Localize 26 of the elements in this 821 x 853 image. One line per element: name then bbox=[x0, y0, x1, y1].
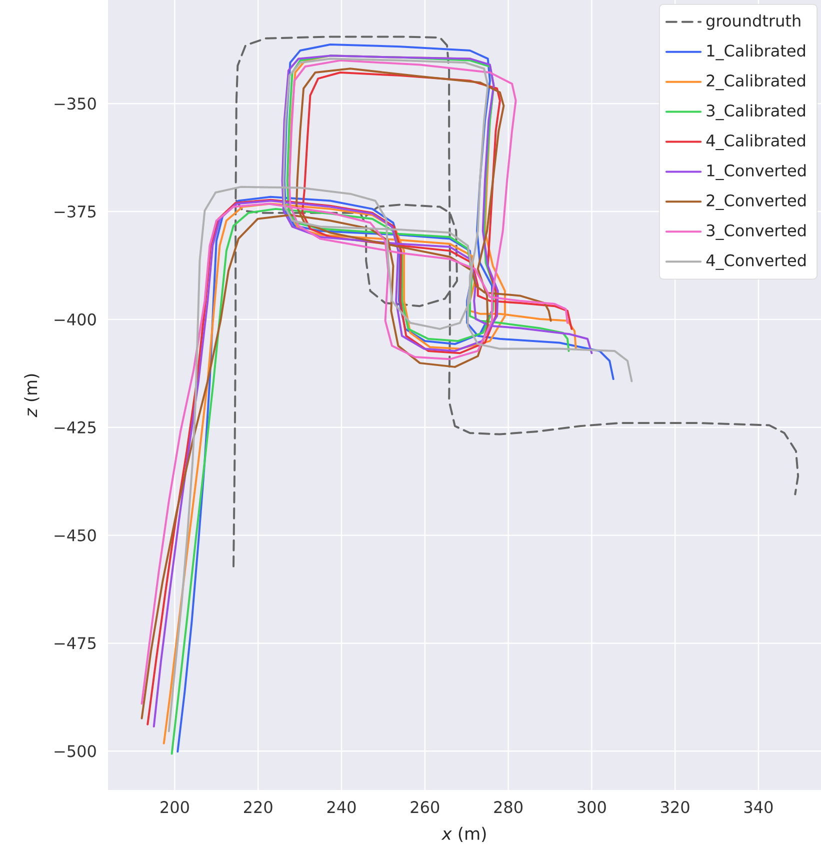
y-axis-title: z (m) bbox=[24, 374, 40, 418]
y-tick-label: −500 bbox=[54, 745, 96, 758]
legend-label: 3_Calibrated bbox=[706, 104, 805, 120]
x-tick-label: 200 bbox=[160, 801, 189, 814]
legend-label: 2_Calibrated bbox=[706, 74, 805, 90]
y-tick-label: −450 bbox=[54, 529, 96, 542]
x-axis-title: x (m) bbox=[441, 826, 486, 842]
y-tick-label: −425 bbox=[54, 421, 96, 434]
legend-label: groundtruth bbox=[706, 14, 800, 30]
legend-label: 1_Calibrated bbox=[707, 44, 805, 60]
x-tick-label: 300 bbox=[578, 801, 606, 814]
legend-label: 3_Converted bbox=[706, 224, 806, 240]
legend-label: 4_Calibrated bbox=[706, 134, 805, 150]
y-tick-label: −400 bbox=[54, 313, 96, 326]
x-tick-label: 320 bbox=[661, 801, 690, 814]
x-tick-label: 280 bbox=[494, 801, 522, 814]
legend-label: 2_Converted bbox=[706, 194, 806, 210]
x-tick-label: 240 bbox=[327, 801, 356, 814]
legend-label: 1_Converted bbox=[707, 164, 806, 180]
y-tick-label: −375 bbox=[54, 205, 96, 218]
x-tick-label: 340 bbox=[744, 801, 773, 814]
x-tick-label: 260 bbox=[410, 801, 440, 814]
y-tick-label: −350 bbox=[54, 98, 96, 110]
y-tick-label: −475 bbox=[54, 637, 96, 650]
legend-label: 4_Converted bbox=[706, 254, 806, 270]
x-tick-label: 220 bbox=[244, 801, 272, 814]
